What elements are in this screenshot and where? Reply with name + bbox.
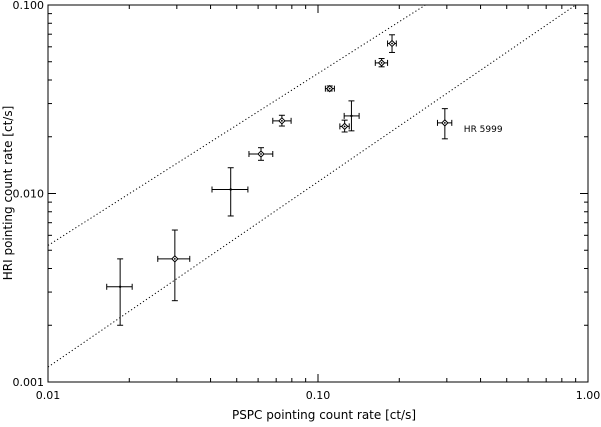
data-point	[350, 114, 353, 118]
data-point	[229, 188, 232, 191]
data-point-center	[260, 153, 262, 155]
data-point-center	[280, 119, 283, 122]
x-tick-label: 0.01	[36, 389, 61, 402]
y-tick-label: 0.100	[13, 0, 45, 12]
data-point-center	[380, 61, 383, 64]
data-point-center	[391, 42, 393, 45]
point-annotation: HR 5999	[464, 125, 503, 135]
reference-line	[48, 5, 576, 368]
y-axis-label: HRI pointing count rate [ct/s]	[1, 106, 15, 281]
data-point-center	[328, 87, 331, 90]
data-point-center	[343, 125, 346, 128]
data-point-center	[173, 257, 176, 260]
reference-line	[48, 5, 426, 246]
x-axis-label: PSPC pointing count rate [ct/s]	[232, 408, 416, 422]
plot-area: 0.01 0.10 1.00 0.001 0.010 0.100 HR 5999	[13, 0, 601, 402]
x-tick-label: 1.00	[576, 389, 601, 402]
y-tick-label: 0.001	[13, 376, 45, 389]
data-point-center	[443, 121, 446, 124]
data-point	[118, 285, 122, 288]
y-tick-label: 0.010	[13, 188, 45, 201]
x-tick-label: 0.10	[306, 389, 331, 402]
plot-frame	[47, 4, 589, 383]
